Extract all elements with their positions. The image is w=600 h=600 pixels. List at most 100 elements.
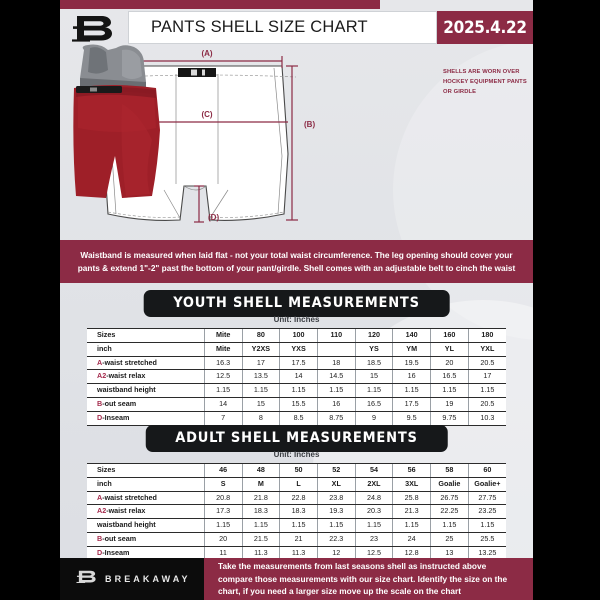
table-cell: YL <box>430 341 469 357</box>
adult-unit-label: Unit: Inches <box>273 450 320 459</box>
page-header: PANTS SHELL SIZE CHART 2025.4.22 <box>60 11 533 44</box>
table-cell: Mite <box>203 341 243 357</box>
table-cell: 23.25 <box>467 504 506 520</box>
table-cell: 20.8 <box>203 490 243 506</box>
table-cell: YXS <box>279 341 318 357</box>
table-cell: 80 <box>241 328 280 343</box>
row-label: waistband height <box>87 518 205 533</box>
diagram-label-b: (B) <box>304 120 315 129</box>
table-cell: Goalie+ <box>467 476 506 492</box>
row-label: A-waist stretched <box>87 355 205 371</box>
table-cell: 1.15 <box>430 518 469 533</box>
table-cell: 1.15 <box>430 383 469 398</box>
row-label: B-out seam <box>87 531 205 547</box>
adult-measurements-table: Sizes 46 48 50 52 54 56 58 60 inch S M L XL 2XL 3XL Goal… <box>87 463 506 561</box>
table-cell: 17.3 <box>203 504 243 520</box>
table-row: A2-waist relax 12.5 13.5 14 14.5 15 16 16.5 17 <box>87 369 506 385</box>
table-cell: M <box>241 476 280 492</box>
diagram-label-c: (C) <box>201 110 212 119</box>
row-label: A-waist stretched <box>87 490 205 506</box>
table-cell: 22.3 <box>316 531 356 547</box>
table-cell: 23 <box>354 531 393 547</box>
table-cell: 18.3 <box>241 504 280 520</box>
table-cell: 8.75 <box>316 410 356 426</box>
table-row: D-Inseam 11 11.3 11.3 12 12.5 12.8 13 13.25 <box>87 545 506 561</box>
table-cell: 16.5 <box>430 369 469 385</box>
table-cell: 16.3 <box>203 355 243 371</box>
size-chart-sheet: PANTS SHELL SIZE CHART 2025.4.22 <box>60 0 533 600</box>
table-cell: 1.15 <box>316 383 356 398</box>
table-cell: 2XL <box>354 476 393 492</box>
table-cell: 140 <box>392 328 431 343</box>
row-label: Sizes <box>87 328 205 343</box>
table-cell: 12.5 <box>203 369 243 385</box>
table-cell: 1.15 <box>467 383 506 398</box>
page-footer: BREAKAWAY Take the measurements from las… <box>60 558 533 600</box>
table-cell: 3XL <box>392 476 431 492</box>
table-cell: 18.3 <box>279 504 318 520</box>
table-cell: 8.5 <box>279 410 318 426</box>
table-cell: YXL <box>467 341 506 357</box>
table-cell: XL <box>316 476 356 492</box>
table-cell: 25.8 <box>392 490 431 506</box>
table-row: Sizes Mite 80 100 110 120 140 160 180 <box>87 328 506 343</box>
table-cell: 16 <box>316 396 356 412</box>
table-cell: 15 <box>354 369 393 385</box>
row-label-prefix: D <box>97 412 103 422</box>
table-cell: 1.15 <box>279 383 318 398</box>
table-cell: 15 <box>241 396 280 412</box>
table-cell: 20.5 <box>467 355 506 371</box>
chart-date-badge: 2025.4.22 <box>437 11 533 44</box>
breakaway-logo-icon <box>60 11 128 44</box>
table-cell: 1.15 <box>392 518 431 533</box>
row-label: inch <box>87 341 205 357</box>
table-row: A2-waist relax 17.3 18.3 18.3 19.3 20.3 21.3 22… <box>87 504 506 520</box>
table-cell: 20.3 <box>354 504 393 520</box>
row-label: waistband height <box>87 383 205 398</box>
page-title: PANTS SHELL SIZE CHART <box>128 11 437 44</box>
row-label: inch <box>87 476 205 492</box>
breakaway-logo-icon-footer <box>76 568 98 590</box>
shell-product-photo <box>73 44 160 198</box>
table-cell: 15.5 <box>279 396 318 412</box>
table-cell: 14.5 <box>316 369 356 385</box>
table-cell: 13.5 <box>241 369 280 385</box>
table-cell: L <box>279 476 318 492</box>
table-cell: 17.5 <box>279 355 318 371</box>
table-cell: 54 <box>354 463 393 478</box>
table-cell: 1.15 <box>354 518 393 533</box>
table-row: waistband height 1.15 1.15 1.15 1.15 1.15 1.15… <box>87 518 506 533</box>
table-cell: 24 <box>392 531 431 547</box>
table-cell: 58 <box>430 463 469 478</box>
table-cell: 60 <box>467 463 506 478</box>
table-cell: 46 <box>203 463 243 478</box>
table-row: inch S M L XL 2XL 3XL Goalie Goalie+ <box>87 476 506 492</box>
table-cell: 1.15 <box>203 518 243 533</box>
adult-section-title: ADULT SHELL MEASUREMENTS <box>145 425 448 452</box>
table-cell: Y2XS <box>241 341 280 357</box>
row-label-prefix: A2 <box>97 506 107 516</box>
footer-brand: BREAKAWAY <box>60 558 204 600</box>
table-cell: 18 <box>316 355 356 371</box>
table-cell: 100 <box>279 328 318 343</box>
table-cell: 19.5 <box>392 355 431 371</box>
table-cell: 21.8 <box>241 490 280 506</box>
table-cell: 17 <box>467 369 506 385</box>
table-row: B-out seam 20 21.5 21 22.3 23 24 25 25.5 <box>87 531 506 547</box>
table-cell: 22.8 <box>279 490 318 506</box>
youth-unit-label: Unit: Inches <box>273 315 320 324</box>
table-cell: 52 <box>316 463 356 478</box>
table-cell: 14 <box>279 369 318 385</box>
row-label: B-out seam <box>87 396 205 412</box>
table-cell: 23.8 <box>316 490 356 506</box>
table-cell: 50 <box>279 463 318 478</box>
table-cell: 21 <box>279 531 318 547</box>
table-row: A-waist stretched 16.3 17 17.5 18 18.5 19.5 20 2… <box>87 355 506 371</box>
row-label-prefix: B <box>97 533 103 543</box>
table-row: waistband height 1.15 1.15 1.15 1.15 1.15 1.15… <box>87 383 506 398</box>
table-cell: Goalie <box>430 476 469 492</box>
table-cell: 1.15 <box>316 518 356 533</box>
footer-instruction-note: Take the measurements from last seasons … <box>204 558 533 600</box>
table-cell: 9.5 <box>392 410 431 426</box>
